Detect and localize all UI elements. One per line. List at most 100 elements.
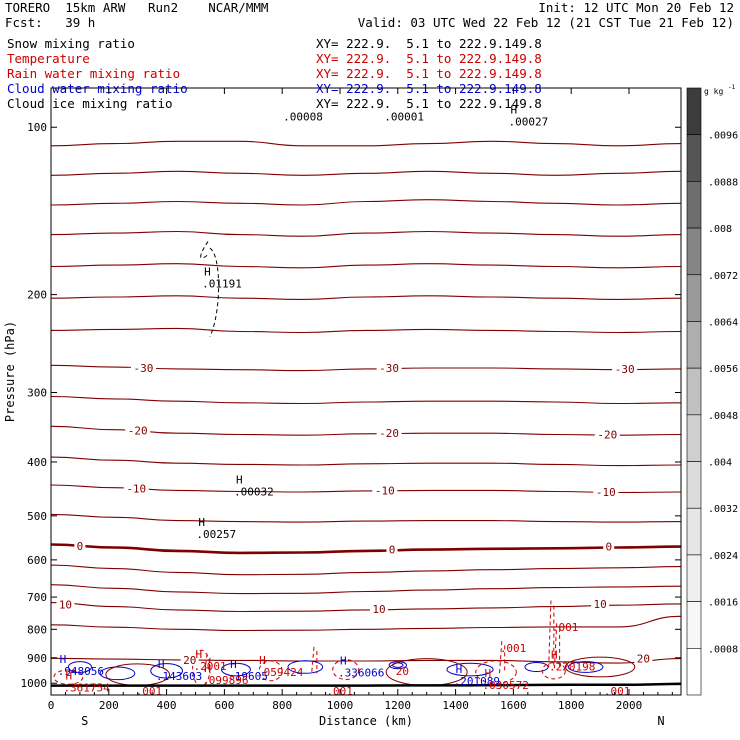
cloud-contour — [332, 659, 360, 680]
cloud-contour — [392, 662, 404, 668]
colorbar-swatch — [686, 227, 702, 276]
y-tick-label: 800 — [27, 623, 47, 636]
rain-contour — [311, 646, 318, 674]
colorbar: .0096 .0088 .008 .0072 .0064 .0056 .0048 .004 .0… — [686, 84, 738, 696]
y-tick-label: 500 — [27, 510, 47, 523]
extremum-mark: H — [204, 266, 211, 279]
isotherm-label: -10 — [375, 484, 395, 497]
x-tick-label: 1800 — [558, 699, 585, 712]
colorbar-swatch — [686, 181, 702, 229]
extremum-mark: H — [204, 662, 211, 675]
x-tick-label: 1600 — [500, 699, 527, 712]
isotherm-label-bg — [74, 540, 86, 553]
isotherm-line — [50, 543, 682, 555]
colorbar-unit: g kg — [704, 87, 723, 96]
extremum-value: .2001 — [193, 660, 226, 673]
isotherm-line — [50, 364, 682, 372]
colorbar-tick-label: .0064 — [708, 317, 738, 328]
x-tick-label: 400 — [157, 699, 177, 712]
isotherm-label-bg — [376, 427, 402, 440]
extremum-mark: H — [236, 474, 243, 487]
cloud-contour — [524, 661, 549, 672]
cloud-contours — [50, 240, 682, 687]
rain-contour — [548, 600, 555, 669]
isotherm-label-bg — [370, 602, 389, 615]
cloud-contour — [99, 666, 136, 681]
x-axis-label: Distance (km) — [319, 714, 413, 728]
extremum-value: .01191 — [202, 278, 242, 291]
extremum-value: .336066 — [338, 666, 384, 679]
y-tick-label: 400 — [27, 456, 47, 469]
isotherm-label-bg — [593, 486, 619, 499]
field-xy-cloud-water: XY= 222.9. 5.1 to 222.9.149.8 — [316, 81, 542, 96]
extremum-value: .00032 — [234, 486, 274, 499]
extremum-mark: H — [198, 516, 205, 529]
isotherm-label: -10 — [596, 486, 616, 499]
colorbar-swatch — [686, 601, 702, 649]
isotherm-line — [50, 395, 682, 405]
isotherm-label-bg — [603, 540, 615, 553]
y-axis-label: Pressure (hPa) — [3, 321, 17, 422]
isotherm-label-bg — [123, 482, 149, 495]
y-tick-label: 600 — [27, 554, 47, 567]
cloud-contour — [385, 658, 468, 687]
isotherm-label: -30 — [134, 362, 154, 375]
y-tick-label: 100 — [27, 121, 47, 134]
colorbar-tick-label: .0024 — [708, 551, 738, 562]
extremum-value: .00027 — [508, 115, 548, 128]
terrain-line — [50, 682, 682, 687]
isotherm-label: -20 — [128, 424, 148, 437]
extremum-value: .001 — [500, 642, 527, 655]
cloud-contour — [475, 660, 517, 684]
y-tick-label: 300 — [27, 387, 47, 400]
cloud-contour — [258, 660, 283, 682]
colorbar-tick-label: .0056 — [708, 364, 738, 375]
extremum-value: .19605 — [228, 670, 268, 683]
snow-contour — [200, 240, 220, 337]
colorbar-swatch — [686, 507, 702, 556]
y-tick-label: 900 — [27, 652, 47, 665]
header-valid-time: Valid: 03 UTC Wed 22 Feb 12 (21 CST Tue … — [357, 15, 734, 30]
isotherm-line — [50, 327, 682, 334]
extremum-value: .030572 — [482, 679, 528, 692]
extremum-mark: H — [60, 653, 67, 666]
isotherm-label: -10 — [126, 482, 146, 495]
isotherm-label-bg — [612, 362, 638, 375]
field-xy-rain: XY= 222.9. 5.1 to 222.9.149.8 — [316, 66, 542, 81]
rain-contour — [553, 623, 561, 669]
colorbar-tick-label: .0048 — [708, 411, 738, 422]
extremum-mark: H — [158, 658, 165, 671]
extremum-mark: H — [340, 654, 347, 667]
extremum-value: .059424 — [257, 666, 304, 679]
colorbar-swatch — [686, 461, 702, 509]
extremum-value: .220198 — [549, 661, 595, 674]
colorbar-tick-label: .0032 — [708, 504, 738, 515]
isotherm-line — [50, 564, 682, 576]
extremum-mark: H — [259, 654, 266, 667]
isotherm-line — [50, 425, 682, 436]
x-tick-label: 0 — [48, 699, 55, 712]
isotherm-label: 0 — [389, 544, 396, 557]
cloud-contour — [541, 662, 566, 680]
field-name-snow: Snow mixing ratio — [7, 36, 135, 51]
isotherm-line — [50, 657, 682, 664]
endpoint-south: S — [81, 714, 88, 728]
x-tick-label: 1000 — [327, 699, 354, 712]
field-name-temperature: Temperature — [7, 51, 90, 66]
isotherm-label-bg — [594, 428, 620, 441]
colorbar-tick-label: .008 — [708, 224, 732, 235]
isotherm-line — [50, 513, 682, 523]
contour-labels: -30 -30 -30 -20 -20 -20 -10 -10 -10 0 0 0 10 10 10 20 20… — [56, 103, 653, 698]
extremum-value: .001 — [604, 685, 631, 698]
isotherm-label-bg — [591, 598, 610, 611]
extremum-mark: H — [230, 658, 237, 671]
isotherm-line — [50, 170, 682, 176]
isotherm-label-bg — [125, 424, 151, 437]
colorbar-tick-label: .0096 — [708, 131, 738, 142]
colorbar-swatch — [686, 321, 702, 369]
isotherm-label: -30 — [615, 363, 635, 376]
colorbar-unit-exponent: -1 — [728, 84, 736, 91]
extremum-value: .001 — [326, 685, 353, 698]
colorbar-tick-label: .0088 — [708, 177, 738, 188]
